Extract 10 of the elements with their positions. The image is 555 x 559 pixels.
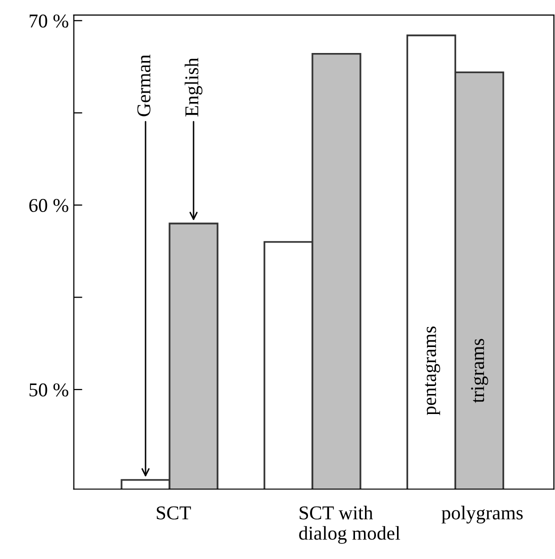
y-tick-label: 50 % (30, 383, 68, 397)
annotation: trigrams (471, 338, 488, 403)
y-tick-label: 60 % (29, 198, 68, 212)
y-tick-label: 70 % (30, 14, 68, 28)
annotation: English (184, 58, 202, 116)
x-tick-label: SCT with dialog model (299, 506, 400, 544)
x-tick-label: polygrams (442, 506, 523, 524)
annotation: pentagrams (424, 326, 440, 416)
annotation: German (137, 54, 150, 116)
x-tick-label: SCT (156, 506, 191, 520)
